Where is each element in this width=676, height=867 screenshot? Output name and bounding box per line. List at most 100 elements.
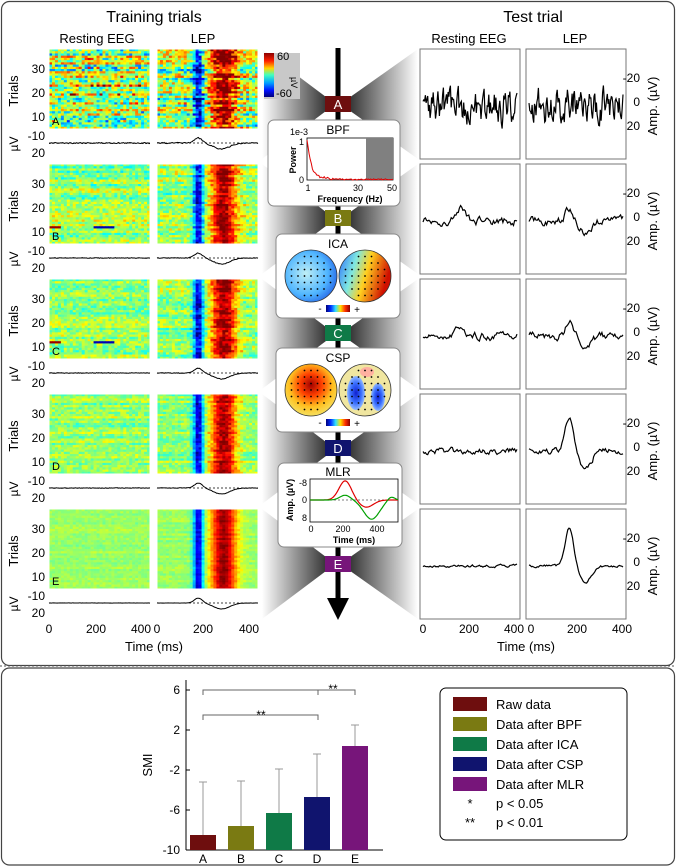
heatmap-cell (135, 62, 139, 65)
heatmap-cell (210, 168, 214, 171)
heatmap-cell (234, 235, 238, 238)
heatmap-cell (49, 86, 53, 90)
heatmap-cell (78, 66, 82, 70)
uv-tick-20: 20 (32, 146, 46, 160)
heatmap-cell (231, 60, 235, 63)
heatmap-cell (210, 241, 214, 245)
heatmap-cell (75, 195, 80, 198)
heatmap-cell (255, 80, 259, 83)
heatmap-cell (157, 212, 161, 216)
heatmap-cell (114, 126, 118, 130)
heatmap-cell (168, 164, 173, 167)
heatmap-cell (180, 73, 185, 76)
heatmap-cell (195, 235, 199, 238)
heatmap-cell (102, 170, 106, 174)
heatmap-cell (54, 122, 59, 125)
heatmap-cell (132, 71, 136, 74)
heatmap-cell (255, 57, 259, 61)
heatmap-cell (81, 49, 85, 52)
heatmap-cell (168, 235, 173, 238)
heatmap-cell (165, 109, 170, 112)
heatmap-cell (84, 113, 88, 116)
heatmap-cell (225, 210, 229, 214)
heatmap-cell (108, 66, 112, 70)
heatmap-cell (186, 195, 190, 198)
heatmap-cell (252, 204, 256, 207)
heatmap-cell (147, 164, 151, 167)
heatmap-cell (135, 192, 139, 196)
heatmap-cell (189, 212, 193, 216)
heatmap-cell (192, 228, 196, 231)
heatmap-cell (75, 126, 80, 130)
heatmap-cell (96, 210, 100, 214)
heatmap-cell (102, 186, 106, 189)
heatmap-cell (90, 241, 94, 245)
heatmap-cell (129, 95, 133, 99)
heatmap-cell (201, 241, 205, 245)
heatmap-cell (234, 177, 238, 180)
heatmap-cell (195, 224, 199, 227)
heatmap-cell (162, 91, 167, 94)
heatmap-cell (84, 186, 88, 189)
heatmap-cell (183, 82, 188, 85)
heatmap-cell (51, 102, 56, 105)
heatmap-cell (147, 95, 151, 99)
heatmap-cell (123, 219, 127, 223)
heatmap-cell (255, 77, 259, 81)
heatmap-cell (157, 235, 161, 238)
heatmap-cell (120, 175, 124, 178)
heatmap-cell (81, 89, 85, 92)
heatmap-cell (81, 230, 85, 234)
heatmap-cell (186, 206, 190, 209)
heatmap-cell (60, 62, 65, 65)
heatmap-cell (126, 104, 130, 108)
heatmap-cell (234, 217, 238, 220)
heatmap-cell (174, 64, 179, 68)
heatmap-cell (213, 241, 217, 245)
heatmap-cell (171, 100, 176, 103)
heatmap-cell (87, 57, 91, 61)
heatmap-cell (60, 224, 65, 227)
heatmap-cell (57, 86, 62, 90)
heatmap-cell (49, 97, 53, 101)
heatmap-cell (87, 217, 91, 220)
pipeline-arrow-head (327, 598, 349, 620)
heatmap-cell (255, 241, 259, 245)
heatmap-cell (138, 49, 142, 52)
heatmap-cell (69, 91, 74, 94)
heatmap-cell (117, 71, 121, 74)
heatmap-cell (219, 115, 223, 119)
heatmap-cell (75, 75, 80, 79)
heatmap-cell (198, 82, 202, 85)
heatmap-cell (72, 104, 77, 108)
heatmap-cell (87, 230, 91, 234)
heatmap-cell (213, 228, 217, 231)
heatmap-cell (63, 241, 68, 245)
heatmap-cell (249, 175, 253, 178)
heatmap-cell (147, 197, 151, 200)
heatmap-cell (66, 170, 71, 174)
heatmap-cell (195, 186, 199, 189)
heatmap-cell (81, 117, 85, 121)
heatmap-cell (63, 164, 68, 167)
heatmap-cell (117, 279, 121, 282)
heatmap-cell (228, 226, 232, 229)
heatmap-cell (222, 115, 226, 119)
heatmap-cell (87, 208, 91, 211)
heatmap-cell (231, 93, 235, 96)
heatmap-cell (201, 168, 205, 171)
heatmap-cell (195, 177, 199, 180)
heatmap-cell (213, 77, 217, 81)
heatmap-cell (105, 57, 109, 61)
heatmap-cell (246, 80, 250, 83)
heatmap-cell (96, 64, 100, 68)
heatmap-cell (69, 199, 74, 203)
heatmap-cell (231, 122, 235, 125)
heatmap-cell (66, 204, 71, 207)
heatmap-cell (132, 168, 136, 171)
heatmap-cell (246, 49, 250, 52)
heatmap-cell (87, 104, 91, 108)
heatmap-cell (183, 201, 188, 205)
heatmap-cell (243, 62, 247, 65)
heatmap-cell (195, 175, 199, 178)
